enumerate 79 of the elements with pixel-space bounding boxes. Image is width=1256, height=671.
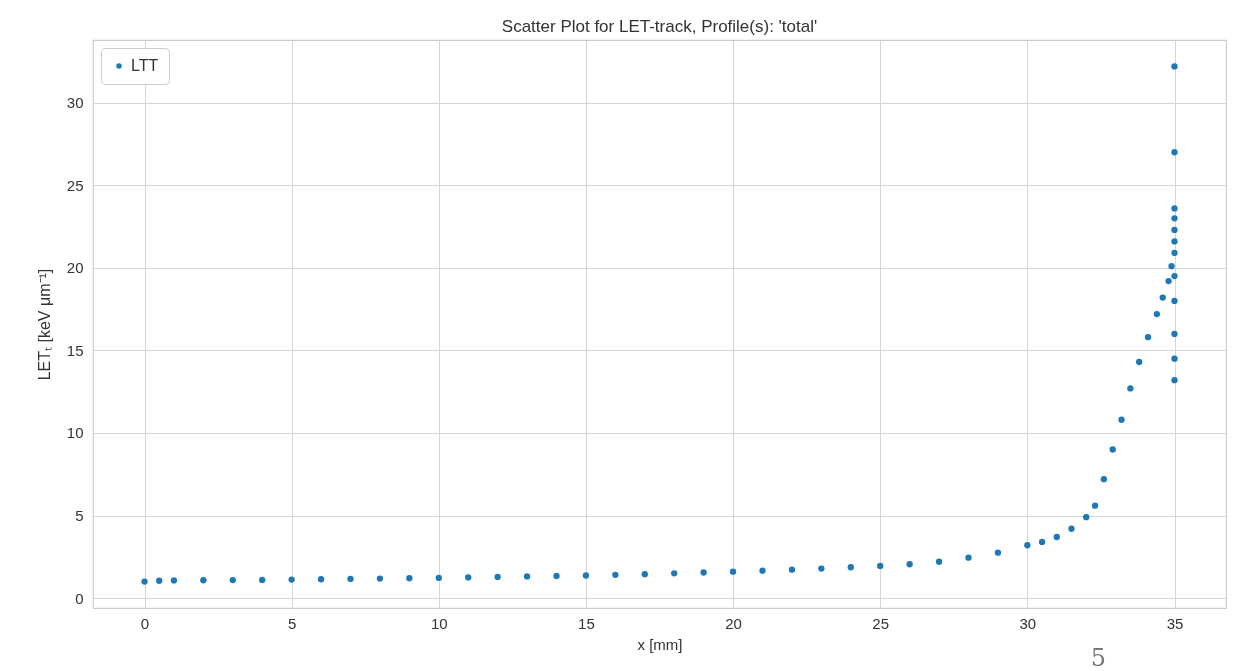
- point: [729, 568, 737, 575]
- point: [1053, 533, 1060, 541]
- x-tick-label: 10: [430, 614, 448, 632]
- point: [1024, 542, 1031, 549]
- point: [1171, 376, 1178, 384]
- point: [1171, 238, 1178, 245]
- point: [1171, 215, 1178, 222]
- y-tick-label: 15: [66, 341, 84, 359]
- point: [435, 574, 442, 582]
- x-tick-label: 25: [872, 614, 890, 632]
- point: [1136, 358, 1143, 366]
- x-tick-label: 15: [578, 614, 595, 632]
- x-tick-label: 5: [287, 614, 297, 632]
- y-tick-label: 20: [66, 259, 84, 277]
- point: [1168, 263, 1175, 270]
- y-tick-label: 25: [66, 176, 84, 194]
- point: [156, 577, 163, 584]
- y-tick-label: 0: [75, 589, 84, 607]
- point: [553, 572, 560, 580]
- point: [141, 578, 148, 585]
- point: [1171, 297, 1178, 305]
- point: [818, 565, 825, 572]
- point: [759, 567, 766, 574]
- point: [1171, 149, 1178, 156]
- point: [1068, 525, 1075, 532]
- point: [1091, 502, 1099, 509]
- point: [1038, 538, 1046, 546]
- y-tick-label: 10: [66, 424, 84, 442]
- point: [200, 577, 207, 584]
- point: [1118, 416, 1125, 423]
- point: [1127, 385, 1134, 392]
- point: [641, 571, 648, 578]
- point: [1171, 63, 1178, 70]
- point: [877, 562, 884, 570]
- point: [1171, 272, 1178, 280]
- point: [1171, 226, 1178, 234]
- point: [1159, 294, 1166, 301]
- x-axis-title: x [mm]: [637, 635, 683, 653]
- y-tick-label: 30: [66, 94, 84, 112]
- point: [1100, 476, 1108, 483]
- point: [259, 576, 266, 584]
- point: [317, 576, 325, 583]
- point: [788, 566, 796, 573]
- point: [1171, 330, 1178, 338]
- point: [671, 570, 678, 577]
- point: [1083, 514, 1090, 521]
- point: [935, 558, 943, 565]
- point: [347, 575, 354, 583]
- point: [170, 577, 178, 584]
- y-tick-label: 5: [75, 507, 84, 525]
- point: [1153, 310, 1160, 318]
- point: [494, 573, 501, 581]
- point: [1171, 249, 1178, 257]
- point: [906, 561, 913, 568]
- point: [994, 549, 1002, 556]
- point: [1165, 277, 1172, 285]
- point: [1144, 334, 1152, 341]
- point: [1171, 355, 1178, 362]
- point: [612, 571, 619, 578]
- x-tick-label: 35: [1166, 614, 1184, 632]
- point: [582, 572, 590, 579]
- point: [288, 576, 295, 583]
- point: [465, 574, 472, 581]
- point: [847, 564, 854, 571]
- chart-title: Scatter Plot for LET-track, Profile(s): 'total': [501, 17, 818, 36]
- text: 5: [1090, 644, 1106, 671]
- point: [376, 575, 384, 582]
- x-tick-label: 20: [725, 614, 742, 632]
- point: [700, 569, 707, 576]
- x-tick-label: 30: [1019, 614, 1037, 632]
- point: [229, 576, 236, 584]
- y-axis-title: LETₜ [keV μm⁻¹]: [35, 268, 53, 381]
- x-tick-label: 0: [140, 614, 150, 632]
- point: [1109, 446, 1116, 453]
- text: LTT: [131, 57, 159, 74]
- point: [523, 573, 531, 580]
- point: [1171, 205, 1178, 212]
- point: [965, 554, 972, 561]
- point: [406, 575, 413, 582]
